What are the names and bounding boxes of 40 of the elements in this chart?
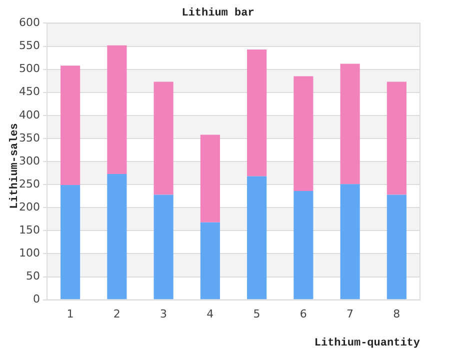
y-tick-label: 600 xyxy=(18,16,40,30)
bar xyxy=(60,185,80,300)
x-tick-label: 7 xyxy=(346,307,354,320)
bar xyxy=(200,134,220,222)
bar xyxy=(200,222,220,300)
y-tick-label: 350 xyxy=(18,131,40,144)
y-tick-label: 400 xyxy=(18,108,40,122)
y-tick-label: 450 xyxy=(18,85,40,98)
x-tick-label: 2 xyxy=(113,307,120,320)
y-tick-label: 150 xyxy=(18,224,40,237)
y-tick-label: 100 xyxy=(18,246,40,260)
y-tick-label: 500 xyxy=(18,62,40,76)
bar xyxy=(386,194,406,300)
bar xyxy=(154,194,174,300)
y-tick-label: 0 xyxy=(32,292,40,306)
x-tick-label: 6 xyxy=(300,307,307,320)
bar xyxy=(340,184,360,300)
x-tick-label: 3 xyxy=(160,307,168,320)
y-tick-label: 300 xyxy=(18,154,40,168)
x-tick-label: 8 xyxy=(393,307,400,320)
bar xyxy=(294,191,314,300)
y-tick-label: 250 xyxy=(18,177,40,190)
bar xyxy=(154,82,174,195)
bar xyxy=(107,45,127,174)
x-tick-label: 1 xyxy=(66,307,74,320)
y-tick-label: 550 xyxy=(18,39,40,52)
x-tick-label: 5 xyxy=(253,307,260,320)
x-axis-title: Lithium-quantity xyxy=(314,337,420,350)
bar xyxy=(60,66,80,186)
chart-title: Lithium bar xyxy=(182,7,254,20)
bar xyxy=(294,76,314,192)
bar xyxy=(107,174,127,300)
y-axis-title: Lithium-sales xyxy=(8,123,21,209)
bar xyxy=(340,64,360,184)
bar xyxy=(386,82,406,195)
bar xyxy=(247,49,267,176)
bar xyxy=(247,176,267,300)
y-tick-label: 50 xyxy=(26,270,40,283)
x-tick-label: 4 xyxy=(206,307,214,320)
y-tick-label: 200 xyxy=(18,200,40,214)
